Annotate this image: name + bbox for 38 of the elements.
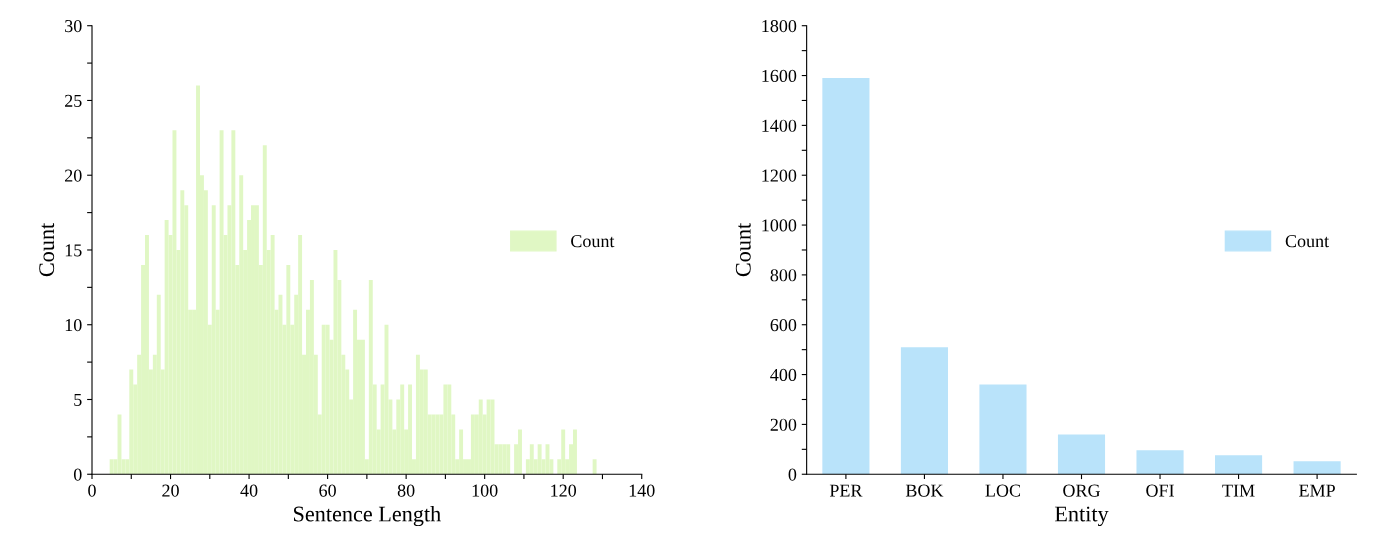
legend-label: Count — [1285, 235, 1330, 248]
x-tick-label: OFI — [1146, 484, 1174, 497]
y-tick-label: 25 — [65, 94, 82, 107]
y-axis-title: Count — [735, 222, 751, 277]
x-tick-label: 100 — [472, 484, 498, 497]
x-tick-label: LOC — [985, 484, 1021, 497]
y-tick-label: 0 — [73, 468, 82, 481]
y-tick-label: 1000 — [762, 219, 797, 232]
y-tick-label: 20 — [65, 169, 82, 182]
x-axis-title: Entity — [1054, 506, 1109, 527]
x-tick-label: TIM — [1222, 484, 1255, 497]
legend-label: Count — [571, 235, 615, 248]
y-tick-label: 1200 — [762, 169, 797, 182]
x-tick-label: 140 — [629, 484, 655, 497]
x-tick-label: 40 — [240, 484, 258, 497]
x-tick-label: 60 — [319, 484, 336, 497]
y-tick-label: 10 — [65, 318, 82, 332]
x-tick-label: ORG — [1063, 484, 1100, 497]
y-axis-title: Count — [39, 222, 55, 277]
y-tick-label: 1600 — [762, 69, 797, 82]
y-tick-label: 15 — [65, 244, 82, 257]
y-tick-label: 1400 — [762, 119, 797, 132]
x-tick-label: PER — [829, 484, 863, 497]
y-tick-label: 800 — [770, 269, 797, 282]
y-tick-label: 5 — [74, 393, 82, 406]
x-tick-label: 0 — [88, 484, 96, 497]
y-tick-label: 200 — [770, 418, 797, 431]
y-tick-label: 400 — [770, 368, 797, 382]
x-tick-label: EMP — [1299, 484, 1335, 497]
y-tick-label: 1800 — [762, 19, 797, 33]
x-tick-label: 20 — [162, 484, 179, 497]
x-axis-title: Sentence Length — [293, 505, 441, 527]
x-tick-label: 80 — [397, 484, 415, 497]
y-tick-label: 30 — [65, 19, 82, 33]
x-tick-label: 120 — [551, 484, 577, 497]
y-tick-label: 0 — [788, 468, 797, 481]
x-tick-label: BOK — [905, 484, 944, 497]
y-tick-label: 600 — [770, 318, 797, 332]
